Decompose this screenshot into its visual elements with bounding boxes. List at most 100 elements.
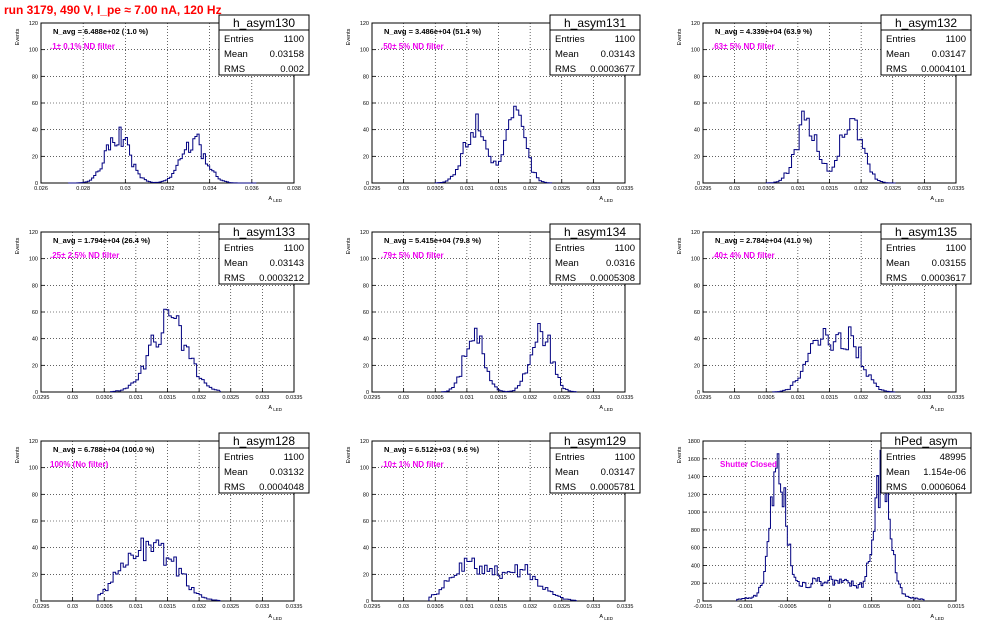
histogram-panel-h_asym131: 0.0295 0.03 0.0305 0.031 0.0315 0.032 0.0325 0.… <box>346 14 641 203</box>
stats-box-frame <box>549 14 641 76</box>
y-tick-label: 120 <box>360 230 369 236</box>
y-tick-label: 60 <box>32 101 38 107</box>
y-tick-label: 1600 <box>688 457 700 463</box>
x-tick-label: 0.0305 <box>96 604 113 610</box>
stats-value-mean: 0.03132 <box>270 467 304 478</box>
y-tick-label: 0 <box>697 181 700 187</box>
y-tick-label: 1800 <box>688 439 700 445</box>
x-tick-label: 0.0325 <box>553 186 570 192</box>
stats-title: h_asym128 <box>233 434 295 448</box>
x-tick-label: 0.0325 <box>222 395 239 401</box>
x-tick-label: 0.031 <box>791 395 805 401</box>
y-tick-label: 0 <box>366 599 369 605</box>
x-tick-label: 0.0335 <box>617 604 634 610</box>
x-tick-label: 0.0335 <box>617 395 634 401</box>
filter-label: .10± 1% ND filter <box>381 460 444 469</box>
filter-label: Shutter Closed <box>720 460 777 469</box>
y-tick-label: 20 <box>363 363 369 369</box>
run-title: run 3179, 490 V, I_pe ≈ 7.00 nA, 120 Hz <box>4 3 222 17</box>
x-tick-label: 0.032 <box>523 186 537 192</box>
stats-label-rms: RMS <box>555 482 576 493</box>
stats-label-entries: Entries <box>555 243 585 254</box>
y-axis-title: Events <box>346 28 352 45</box>
stats-box: h_asym133 Entries 1100 Mean 0.03143 RMS 0.0003… <box>218 223 310 285</box>
stats-value-entries: 1100 <box>284 243 304 254</box>
y-tick-label: 40 <box>32 546 38 552</box>
histogram-panel-h_asym133: 0.0295 0.03 0.0305 0.031 0.0315 0.032 0.0325 0.… <box>15 223 310 412</box>
y-tick-label: 120 <box>29 439 38 445</box>
x-tick-label: 0.0335 <box>617 186 634 192</box>
y-tick-label: 40 <box>694 128 700 134</box>
stats-box: h_asym129 Entries 1100 Mean 0.03147 RMS 0.0005… <box>549 432 641 494</box>
y-tick-label: 40 <box>694 337 700 343</box>
x-tick-label: 0.032 <box>161 186 175 192</box>
y-tick-label: 120 <box>360 439 369 445</box>
y-tick-label: 0 <box>366 181 369 187</box>
y-tick-label: 60 <box>363 519 369 525</box>
x-tick-label: 0.0325 <box>884 186 901 192</box>
x-tick-label: 0.03 <box>729 186 740 192</box>
y-tick-label: 80 <box>32 283 38 289</box>
stats-value-entries: 1100 <box>615 34 635 45</box>
stats-value-mean: 0.0316 <box>606 258 635 269</box>
histogram-line <box>772 326 896 393</box>
x-tick-label: 0.034 <box>203 186 217 192</box>
x-tick-label: 0.032 <box>523 395 537 401</box>
stats-box: h_asym134 Entries 1100 Mean 0.0316 RMS 0.00053… <box>549 223 641 285</box>
x-tick-label: 0.033 <box>586 395 600 401</box>
x-tick-label: 0.0295 <box>364 604 381 610</box>
stats-value-rms: 0.0005781 <box>590 482 635 493</box>
stats-label-mean: Mean <box>555 258 579 269</box>
stats-title: h_asym130 <box>233 16 295 30</box>
stats-value-rms: 0.002 <box>280 64 304 75</box>
x-tick-label: 0.0325 <box>884 395 901 401</box>
y-axis-title: Events <box>677 446 683 463</box>
navg-label: N_avg = 6.488e+02 ( 1.0 %) <box>53 27 149 36</box>
stats-box: h_asym131 Entries 1100 Mean 0.03143 RMS 0.0003… <box>549 14 641 76</box>
stats-label-rms: RMS <box>224 482 245 493</box>
x-tick-label: 0.0295 <box>695 395 712 401</box>
x-tick-label: 0.0305 <box>96 395 113 401</box>
y-tick-label: 0 <box>366 390 369 396</box>
x-tick-label: 0.031 <box>460 604 474 610</box>
y-axis-title: Events <box>346 446 352 463</box>
stats-box-frame <box>549 432 641 494</box>
stats-label-mean: Mean <box>224 49 248 60</box>
x-tick-label: 0.0335 <box>948 395 965 401</box>
navg-label: N_avg = 2.784e+04 (41.0 %) <box>715 236 813 245</box>
stats-value-mean: 0.03158 <box>270 49 304 60</box>
stats-box-frame <box>549 223 641 285</box>
stats-label-entries: Entries <box>886 243 916 254</box>
x-tick-label: 0.0315 <box>821 395 838 401</box>
stats-box: h_asym132 Entries 1100 Mean 0.03147 RMS 0.0004… <box>880 14 972 76</box>
navg-label: N_avg = 3.486e+04 (51.4 %) <box>384 27 482 36</box>
histogram-panel-hPed_asym: -0.0015 -0.001 -0.0005 0 0.0005 0.001 0.0015 0 2… <box>677 432 972 621</box>
stats-value-rms: 0.0004048 <box>259 482 304 493</box>
x-tick-label: 0.0335 <box>948 186 965 192</box>
stats-value-entries: 1100 <box>284 452 304 463</box>
y-axis-title: Events <box>677 237 683 254</box>
x-tick-label: 0.033 <box>586 604 600 610</box>
histogram-line <box>67 126 257 184</box>
x-tick-label: -0.0015 <box>694 604 713 610</box>
navg-label: N_avg = 6.512e+03 ( 9.6 %) <box>384 445 480 454</box>
x-tick-label: 0.0315 <box>159 395 176 401</box>
y-tick-label: 40 <box>32 337 38 343</box>
filter-label: .25± 2.5% ND filter <box>50 251 119 260</box>
y-tick-label: 80 <box>363 492 369 498</box>
stats-value-entries: 1100 <box>615 452 635 463</box>
y-tick-label: 0 <box>35 599 38 605</box>
y-tick-label: 20 <box>32 363 38 369</box>
histogram-panel-h_asym134: 0.0295 0.03 0.0305 0.031 0.0315 0.032 0.0325 0.… <box>346 223 641 412</box>
stats-box: h_asym128 Entries 1100 Mean 0.03132 RMS 0.0004… <box>218 432 310 494</box>
histogram-line <box>765 110 896 184</box>
histogram-line <box>110 308 222 393</box>
filter-label: .50± 5% ND filter <box>381 42 444 51</box>
y-tick-label: 20 <box>694 363 700 369</box>
stats-box-frame <box>218 14 310 76</box>
y-tick-label: 400 <box>691 563 700 569</box>
filter-label: 100% (No filter) <box>50 460 109 469</box>
stats-value-mean: 0.03143 <box>601 49 635 60</box>
stats-label-rms: RMS <box>886 64 907 75</box>
y-tick-label: 20 <box>694 154 700 160</box>
